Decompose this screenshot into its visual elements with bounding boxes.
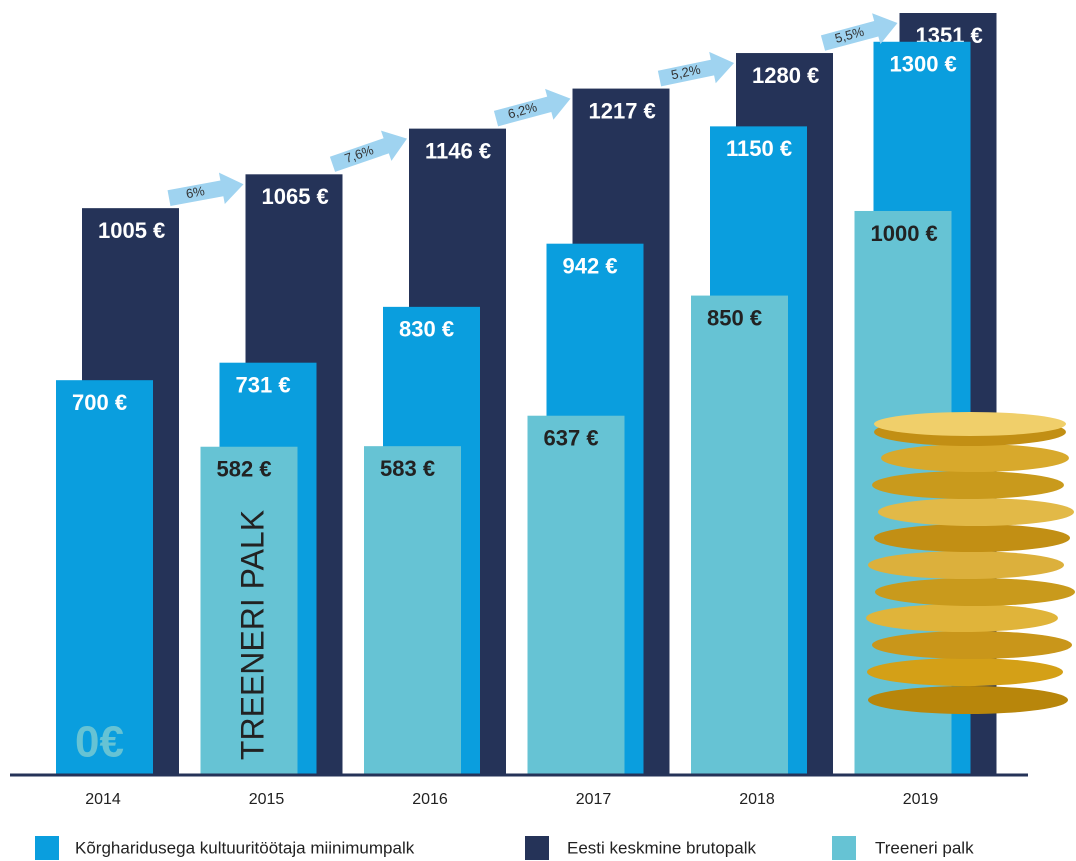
- vertical-label: TREENERI PALK: [234, 510, 270, 760]
- value-label: 1005 €: [98, 218, 165, 243]
- legend-swatch: [525, 836, 549, 860]
- value-label: 1150 €: [726, 136, 792, 161]
- value-label: 850 €: [707, 305, 762, 330]
- value-label: 1280 €: [752, 63, 819, 88]
- x-tick-label: 2016: [412, 791, 448, 808]
- growth-arrow: [493, 88, 571, 127]
- growth-arrow: [820, 13, 898, 51]
- value-label: 1300 €: [890, 52, 957, 77]
- x-tick-label: 2018: [739, 791, 775, 808]
- x-tick-label: 2017: [576, 791, 612, 808]
- growth-label: 5,2%: [670, 62, 703, 83]
- legend-swatch: [35, 836, 59, 860]
- value-label: 1146 €: [425, 138, 491, 163]
- bar: [691, 295, 788, 775]
- legend-label: Eesti keskmine brutopalk: [567, 838, 756, 857]
- legend-swatch: [832, 836, 856, 860]
- value-label: 1217 €: [589, 98, 656, 123]
- growth-label: 6%: [185, 183, 207, 201]
- x-tick-label: 2019: [903, 791, 939, 808]
- legend-label: Treeneri palk: [875, 838, 974, 857]
- value-label: 1000 €: [871, 221, 938, 246]
- bars: 1005 €1065 €1146 €1217 €1280 €1351 €700 …: [56, 13, 997, 776]
- bar: [200, 446, 298, 775]
- x-tick-label: 2014: [85, 791, 121, 808]
- growth-arrow: [329, 130, 407, 172]
- coin-stack: [866, 412, 1075, 714]
- x-tick-label: 2015: [249, 791, 285, 808]
- growth-arrow: [167, 172, 244, 207]
- bar: [364, 446, 461, 775]
- value-label: 700 €: [72, 390, 127, 415]
- value-label: 582 €: [217, 457, 272, 482]
- growth-arrow: [657, 51, 734, 87]
- bar: [56, 380, 153, 775]
- bar: [527, 415, 625, 775]
- value-label: 0€: [75, 718, 124, 767]
- value-label: 830 €: [399, 317, 454, 342]
- value-label: 583 €: [380, 456, 435, 481]
- value-label: 731 €: [236, 373, 291, 398]
- value-label: 637 €: [544, 426, 599, 451]
- legend-label: Kõrgharidusega kultuuritöötaja miinimump…: [75, 838, 415, 857]
- value-label: 942 €: [563, 253, 618, 278]
- value-label: 1065 €: [262, 184, 329, 209]
